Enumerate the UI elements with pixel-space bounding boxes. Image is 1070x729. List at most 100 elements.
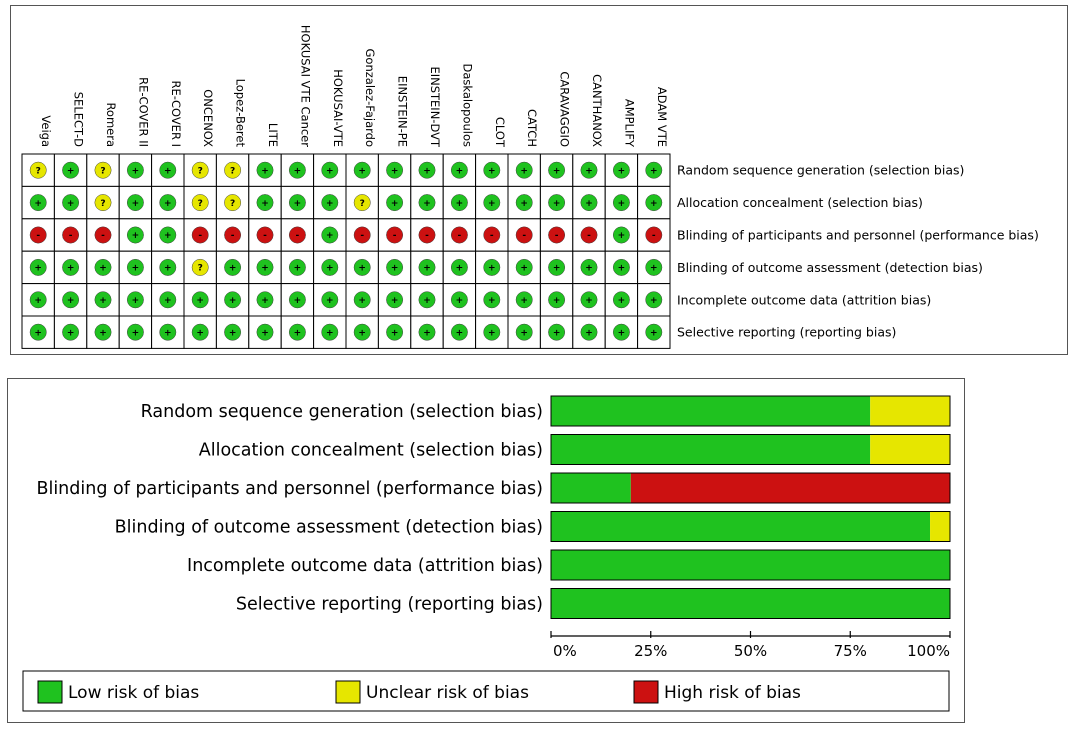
study-label: SELECT-D [72, 92, 86, 147]
judgement-dot [62, 291, 80, 309]
judgement-dot [580, 226, 598, 244]
judgement-dot [256, 291, 274, 309]
bar-outline [550, 511, 951, 542]
judgement-symbol: + [34, 199, 42, 209]
domain-label: Random sequence generation (selection bi… [677, 163, 964, 178]
judgement-dot [191, 323, 209, 341]
x-tick-label: 75% [834, 642, 867, 660]
judgement-dot [645, 258, 663, 276]
judgement-symbol: + [585, 328, 593, 338]
judgement-symbol: + [358, 166, 366, 176]
judgement-dot [483, 291, 501, 309]
judgement-symbol: + [164, 199, 172, 209]
judgement-dot [612, 226, 630, 244]
judgement-symbol: - [652, 231, 656, 241]
judgement-dot [94, 291, 112, 309]
judgement-symbol: + [164, 296, 172, 306]
judgement-dot [450, 194, 468, 212]
judgement-dot [94, 194, 112, 212]
judgement-dot [224, 194, 242, 212]
judgement-dot [126, 323, 144, 341]
judgement-dot [29, 226, 47, 244]
study-label: CANTHANOX [590, 74, 604, 147]
judgement-dot [321, 161, 339, 179]
study-label: ONCENOX [201, 89, 215, 147]
judgement-dot [224, 323, 242, 341]
judgement-dot [159, 226, 177, 244]
summary-grid: Veiga SELECT-D Romera RE-COVER II RE-COVER I… [21, 25, 1039, 349]
judgement-symbol: + [261, 199, 269, 209]
legend-label: Unclear risk of bias [366, 683, 529, 703]
legend-label: High risk of bias [664, 683, 801, 703]
judgement-symbol: + [229, 328, 237, 338]
judgement-dot [224, 161, 242, 179]
judgement-dot [321, 258, 339, 276]
judgement-symbol: - [360, 231, 364, 241]
judgement-dot [612, 194, 630, 212]
bar-outline [550, 472, 951, 504]
judgement-dot [580, 161, 598, 179]
judgement-dot [288, 291, 306, 309]
judgement-dot [386, 323, 404, 341]
judgement-dot [353, 323, 371, 341]
judgement-dot [450, 323, 468, 341]
study-label: RE-COVER II [136, 77, 150, 147]
category-label: Random sequence generation (selection bi… [141, 402, 543, 422]
judgement-dot [94, 161, 112, 179]
judgement-dot [580, 323, 598, 341]
study-label: CLOT [493, 117, 507, 148]
judgement-symbol: - [425, 231, 429, 241]
judgement-symbol: + [67, 328, 75, 338]
judgement-dot [548, 258, 566, 276]
judgement-symbol: + [391, 296, 399, 306]
judgement-dot [483, 161, 501, 179]
judgement-symbol: - [522, 231, 526, 241]
judgement-symbol: + [488, 264, 496, 274]
judgement-symbol: + [423, 264, 431, 274]
legend: Low risk of bias Unclear risk of bias High… [22, 670, 950, 712]
judgement-symbol: + [294, 199, 302, 209]
category-label: Incomplete outcome data (attrition bias) [187, 556, 543, 576]
judgement-symbol: + [391, 199, 399, 209]
judgement-dot [288, 323, 306, 341]
judgement-dot [353, 226, 371, 244]
judgement-symbol: - [101, 231, 105, 241]
judgement-symbol: + [294, 328, 302, 338]
judgement-dot [159, 194, 177, 212]
judgement-dot [224, 291, 242, 309]
judgement-symbol: + [488, 328, 496, 338]
judgement-symbol: ? [230, 199, 235, 209]
bar-segment [551, 588, 950, 619]
judgement-dot [645, 291, 663, 309]
judgement-dot [515, 323, 533, 341]
judgement-dot [418, 323, 436, 341]
judgement-dot [62, 226, 80, 244]
judgement-dot [29, 323, 47, 341]
judgement-dot [94, 226, 112, 244]
category-label: Allocation concealment (selection bias) [199, 441, 543, 461]
judgement-symbol: + [261, 296, 269, 306]
judgement-dot [450, 258, 468, 276]
judgement-dot [94, 323, 112, 341]
judgement-dot [612, 291, 630, 309]
judgement-symbol: - [393, 231, 397, 241]
judgement-dot [548, 226, 566, 244]
judgement-symbol: ? [198, 199, 203, 209]
study-label: Gonzalez-Fajardo [363, 49, 377, 148]
judgement-symbol: + [132, 166, 140, 176]
bar-segment [551, 434, 871, 465]
judgement-symbol: + [520, 199, 528, 209]
judgement-symbol: + [488, 166, 496, 176]
judgement-dot [645, 226, 663, 244]
judgement-symbol: - [69, 231, 73, 241]
judgement-symbol: + [196, 296, 204, 306]
judgement-symbol: - [263, 231, 267, 241]
judgement-symbol: ? [360, 199, 365, 209]
judgement-symbol: + [585, 166, 593, 176]
judgement-dot [62, 194, 80, 212]
judgement-symbol: + [553, 199, 561, 209]
judgement-symbol: + [520, 296, 528, 306]
judgement-dot [645, 323, 663, 341]
judgement-symbol: + [99, 264, 107, 274]
judgement-dot [126, 161, 144, 179]
